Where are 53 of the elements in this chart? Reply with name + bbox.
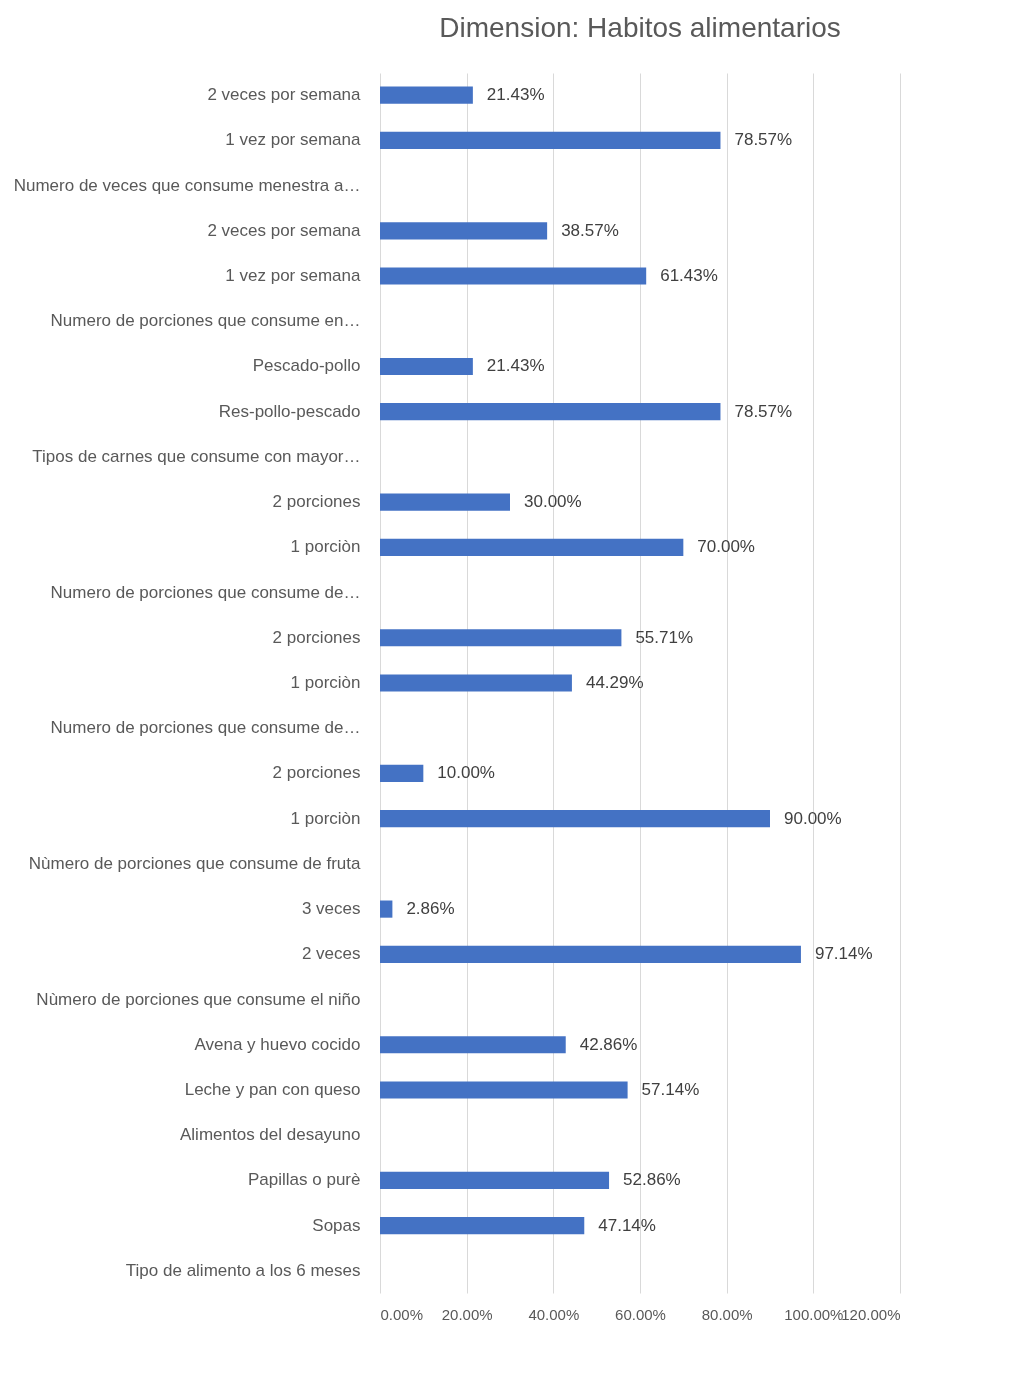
chart-title: Dimension: Habitos alimentarios [439, 12, 841, 43]
y-tick-label: 1 porciòn [290, 673, 361, 692]
data-label: 55.71% [635, 627, 694, 647]
y-tick-label: Tipos de carnes que consume con mayor… [32, 446, 361, 466]
y-tick-label: Nùmero de porciones que consume el niño [36, 989, 361, 1009]
y-tick-label: Alimentos del desayuno [179, 1125, 361, 1145]
y-tick-label: 2 porciones [272, 492, 361, 512]
x-tick-label: 0.00% [380, 1305, 424, 1323]
x-tick-label: 120.00% [841, 1305, 901, 1323]
data-label: 61.43% [660, 266, 718, 286]
y-tick-label: 2 veces por semana [207, 220, 362, 240]
y-tick-label: 1 porciòn [290, 808, 361, 828]
data-label: 38.57% [561, 220, 619, 240]
y-tick-label: 2 veces por semana [207, 85, 362, 105]
data-label: 90.00% [784, 808, 842, 828]
data-label: 10.00% [437, 763, 496, 783]
data-label: 30.00% [524, 492, 582, 512]
data-label: 47.14% [598, 1215, 656, 1235]
y-tick-label: Numero de porciones que consume de… [50, 718, 361, 738]
y-tick-label: Numero de porciones que consume en… [50, 311, 361, 331]
data-label: 21.43% [486, 356, 545, 376]
data-label: 57.14% [641, 1079, 700, 1099]
x-tick-label: 40.00% [528, 1305, 580, 1323]
data-label: 2.86% [406, 899, 455, 919]
data-label: 42.86% [579, 1034, 638, 1054]
x-tick-label: 60.00% [615, 1305, 666, 1323]
data-label: 70.00% [697, 537, 756, 557]
y-tick-label: Res-pollo-pescado [218, 401, 361, 421]
y-tick-label: 1 porciòn [290, 537, 361, 557]
x-tick-label: 80.00% [701, 1305, 753, 1323]
y-tick-label: Tipo de alimento a los 6 meses [125, 1260, 361, 1280]
data-label: 44.29% [585, 673, 644, 692]
x-tick-label: 20.00% [441, 1305, 493, 1323]
y-tick-label: 2 veces [301, 944, 361, 964]
y-tick-label: Leche y pan con queso [184, 1079, 361, 1099]
data-label: 78.57% [734, 401, 793, 421]
data-label: 78.57% [734, 130, 793, 150]
y-tick-label: Pescado-pollo [252, 356, 361, 376]
y-tick-label: 1 vez por semana [225, 130, 362, 150]
y-tick-label: 3 veces [301, 899, 361, 919]
y-tick-label: 2 porciones [272, 763, 361, 783]
x-tick-label: 100.00% [784, 1305, 844, 1323]
data-label: 21.43% [486, 85, 545, 105]
y-tick-label: Numero de porciones que consume de… [50, 582, 361, 602]
data-label: 97.14% [814, 944, 873, 964]
y-tick-label: Numero de veces que consume menestra a… [13, 175, 361, 195]
y-tick-label: Nùmero de porciones que consume de fruta [28, 853, 362, 873]
y-tick-label: Avena y huevo cocido [194, 1034, 361, 1054]
data-label: 52.86% [623, 1170, 681, 1190]
y-tick-label: 1 vez por semana [225, 266, 362, 286]
y-tick-label: Sopas [312, 1215, 361, 1235]
y-tick-label: Papillas o purè [248, 1170, 361, 1190]
y-tick-label: 2 porciones [272, 627, 361, 647]
